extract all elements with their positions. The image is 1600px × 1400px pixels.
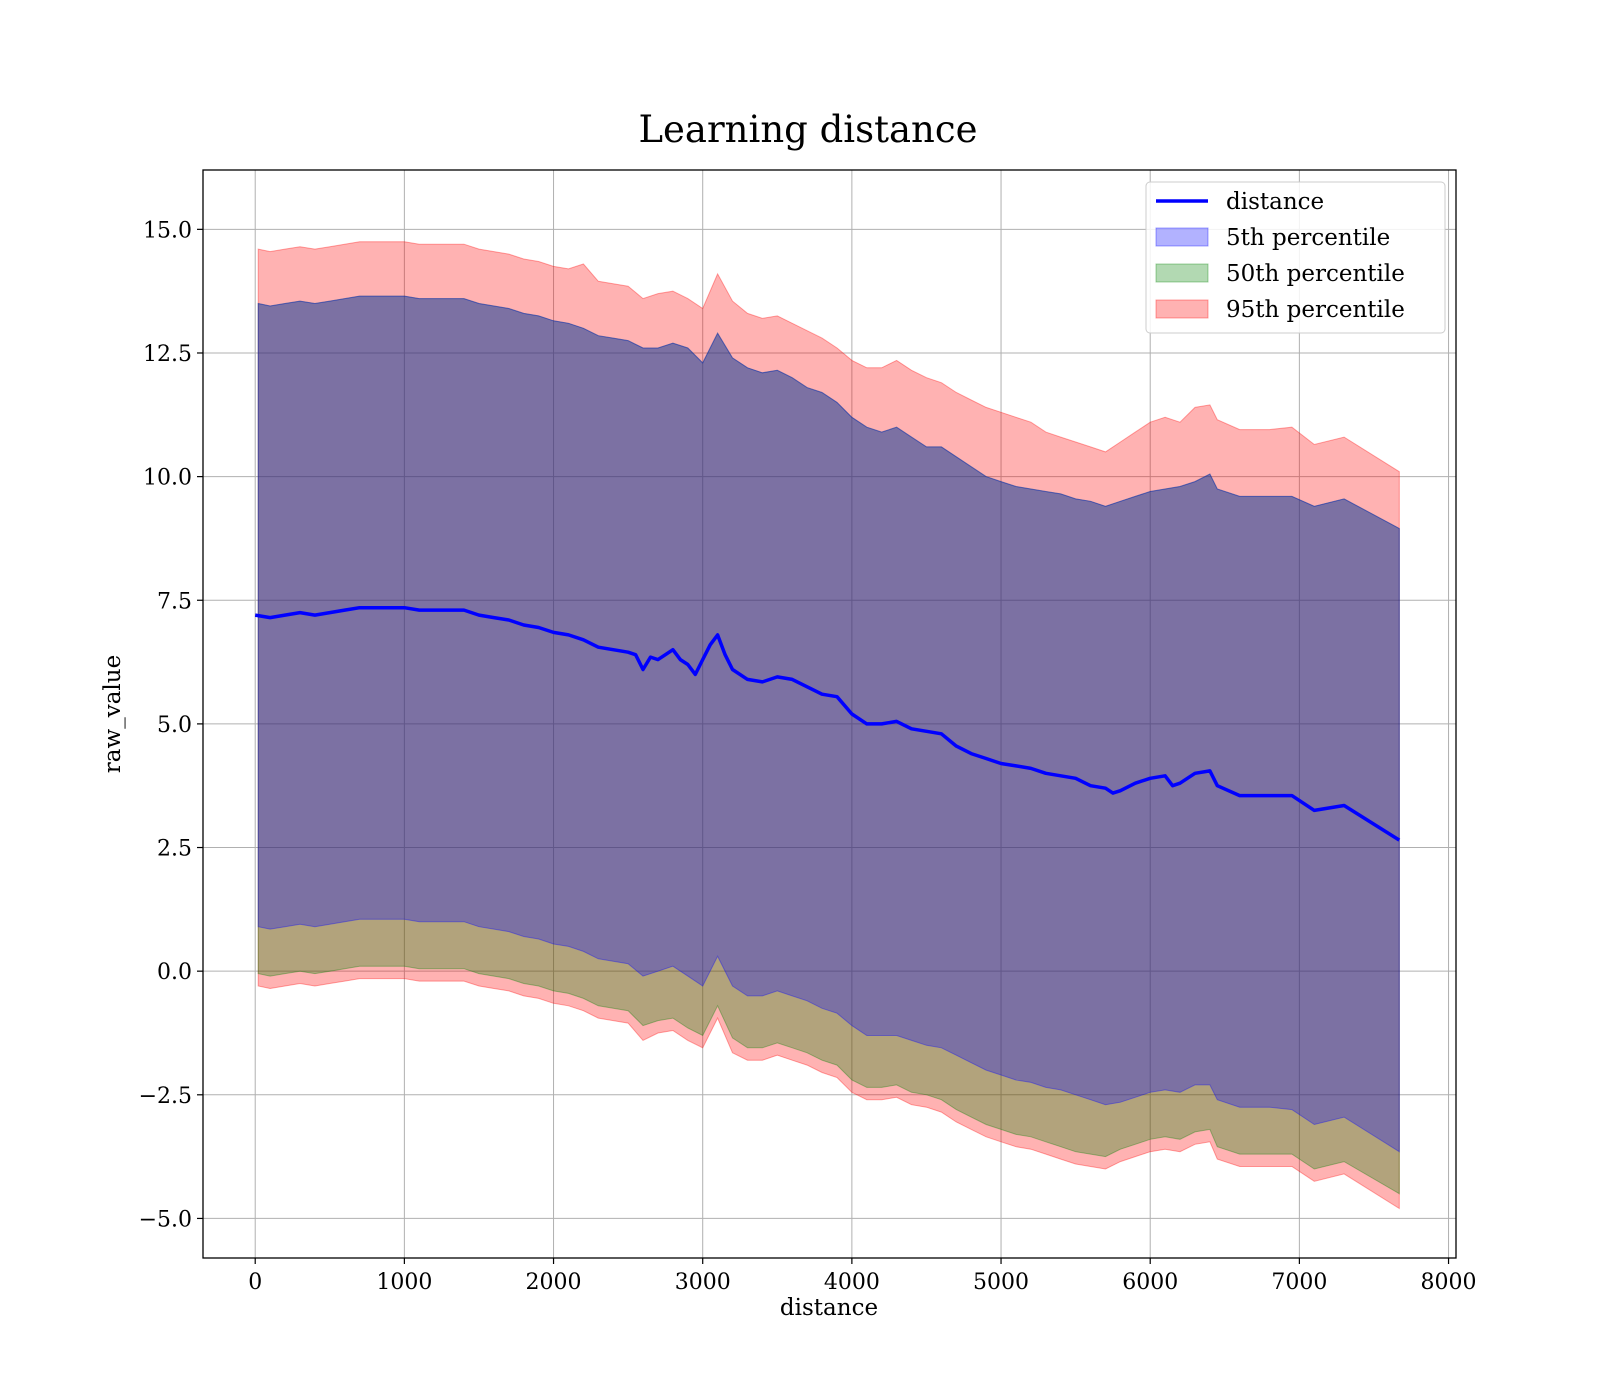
- chart-title: Learning distance: [638, 108, 977, 151]
- series-lines: [254, 605, 1401, 842]
- grid: [203, 170, 1456, 1258]
- x-axis-label: distance: [780, 1295, 878, 1321]
- x-tick-label: 6000: [1122, 1270, 1178, 1295]
- legend-swatch: [1155, 263, 1209, 283]
- x-tick-label: 2000: [526, 1270, 582, 1295]
- x-tick-label: 0: [248, 1270, 262, 1295]
- legend-swatch: [1155, 299, 1209, 319]
- y-tick-label: 12.5: [143, 342, 192, 367]
- legend-label: 50th percentile: [1226, 261, 1405, 287]
- y-tick-label: 15.0: [143, 218, 192, 243]
- x-axis-ticks: 0 1000 2000 3000 4000 5000 6000 7000 8000: [248, 1258, 1477, 1295]
- legend-label: 5th percentile: [1226, 225, 1390, 251]
- y-axis-ticks: −5.0 −2.5 0.0 2.5 5.0 7.5 10.0 12.5 15.0: [139, 218, 203, 1232]
- y-tick-label: 0.0: [157, 960, 192, 985]
- percentile-bands: [257, 241, 1400, 1210]
- y-tick-label: 5.0: [157, 713, 192, 738]
- legend-box: [1145, 181, 1446, 334]
- distance-line: [254, 605, 1401, 842]
- legend: distance 5th percentile 50th percentile 95t…: [1145, 181, 1446, 334]
- y-tick-label: −5.0: [139, 1207, 192, 1232]
- y-tick-label: 10.0: [143, 466, 192, 491]
- x-tick-label: 8000: [1421, 1270, 1477, 1295]
- y-tick-label: −2.5: [139, 1084, 192, 1109]
- y-tick-label: 7.5: [157, 589, 192, 614]
- band-50th-percentile: [257, 295, 1400, 1195]
- band-5th-percentile: [257, 295, 1400, 1153]
- y-tick-label: 2.5: [157, 837, 192, 862]
- legend-label: 95th percentile: [1226, 297, 1405, 323]
- legend-swatch: [1155, 227, 1209, 247]
- x-tick-label: 4000: [824, 1270, 880, 1295]
- x-tick-label: 1000: [376, 1270, 432, 1295]
- x-tick-label: 5000: [973, 1270, 1029, 1295]
- x-tick-label: 7000: [1271, 1270, 1327, 1295]
- legend-label: distance: [1226, 189, 1324, 215]
- band-95th-percentile: [257, 241, 1400, 1210]
- y-axis-label: raw_value: [100, 655, 126, 773]
- plot-frame: [202, 169, 1457, 1259]
- x-tick-label: 3000: [675, 1270, 731, 1295]
